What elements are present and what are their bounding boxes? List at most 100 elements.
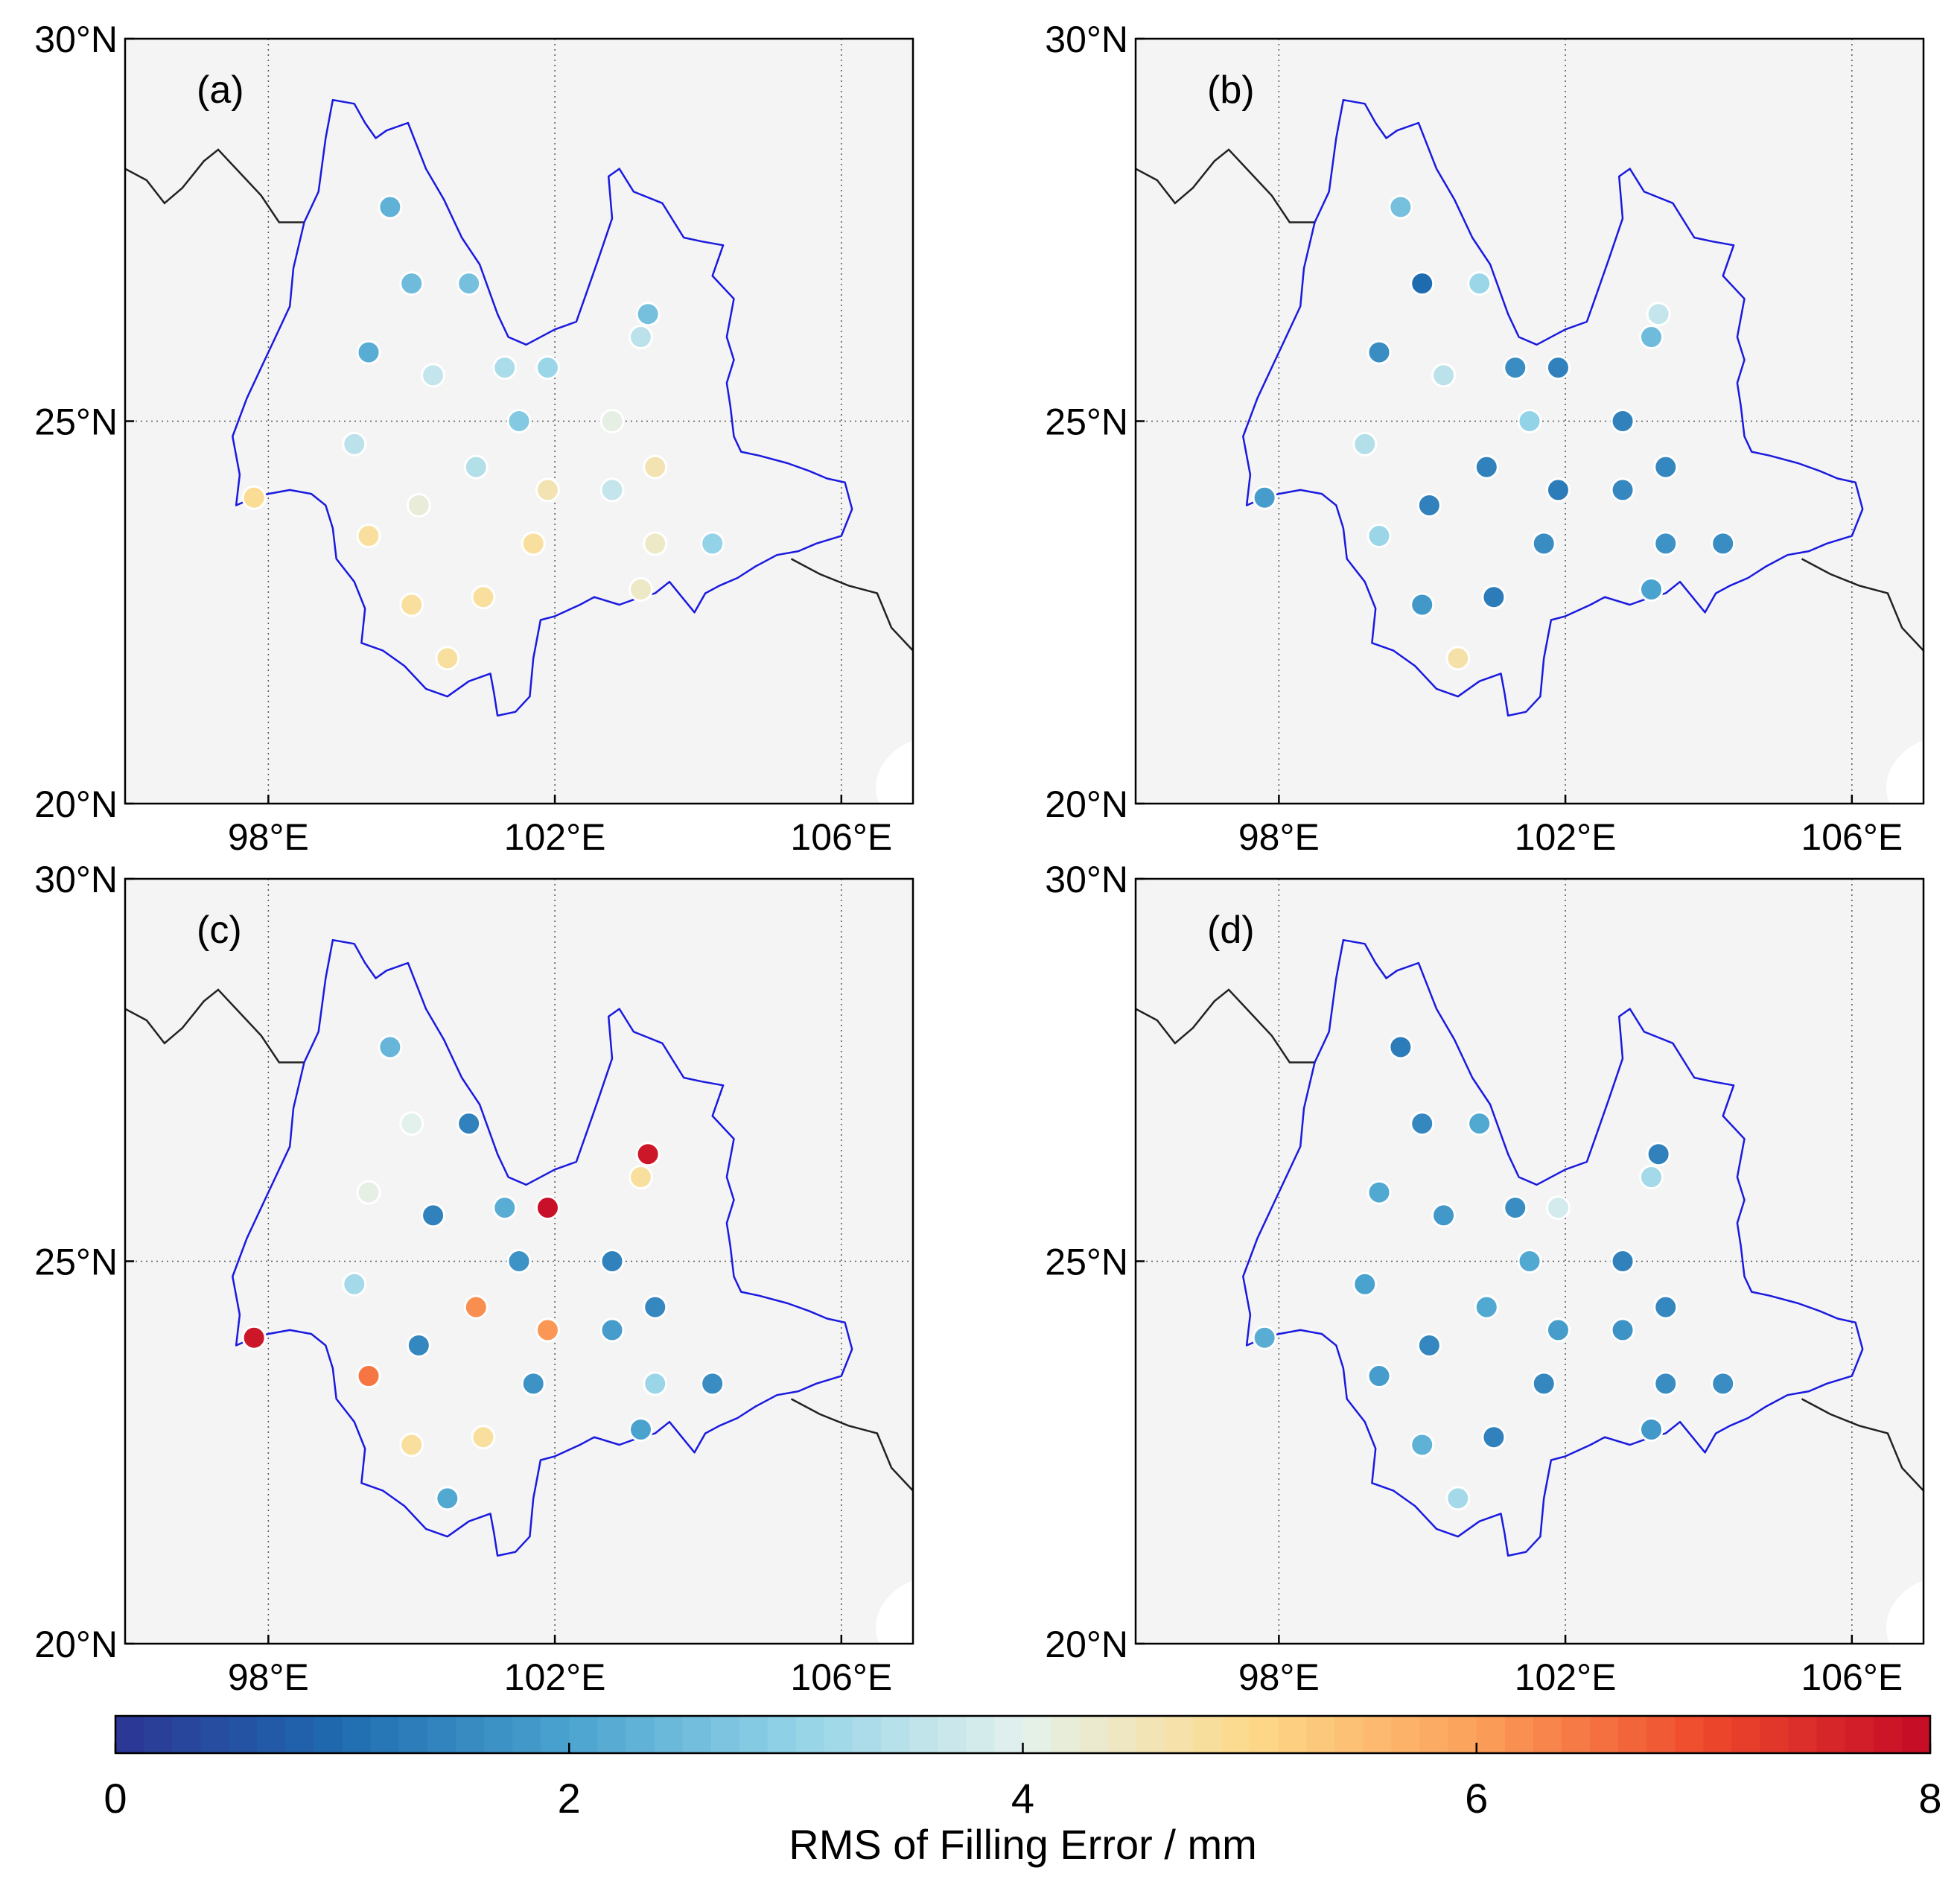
colorbar-segment	[1504, 1716, 1534, 1753]
x-tick-label: 106°E	[790, 1656, 892, 1698]
station-marker	[356, 340, 381, 365]
station-marker	[1416, 492, 1442, 518]
station-marker	[435, 646, 460, 671]
station-marker	[1388, 1034, 1413, 1060]
colorbar-segment	[314, 1716, 343, 1753]
station-marker	[1388, 194, 1413, 220]
colorbar-segment	[966, 1716, 996, 1753]
colorbar-segment	[1192, 1716, 1222, 1753]
x-tick-label: 98°E	[228, 1656, 309, 1698]
station-marker	[1639, 1417, 1664, 1442]
colorbar-segment	[1788, 1716, 1818, 1753]
station-marker	[492, 355, 518, 381]
station-marker	[1653, 531, 1679, 556]
panel-label: (c)	[197, 909, 242, 952]
station-marker	[599, 477, 625, 503]
country-border	[1136, 988, 1315, 1064]
station-marker	[1352, 1271, 1378, 1297]
colorbar-segment	[1845, 1716, 1874, 1753]
map-panels: 98°E 102°E 106°E 20°N 25°N 30°N (a) 98°E 102°E 10…	[34, 19, 1925, 1698]
colorbar-segment	[1334, 1716, 1364, 1753]
station-marker	[629, 1165, 654, 1190]
colorbar-segment	[710, 1716, 740, 1753]
country-border	[790, 558, 913, 652]
colorbar-segment	[1703, 1716, 1733, 1753]
x-tick-label: 98°E	[1238, 1656, 1320, 1698]
station-marker	[1467, 1111, 1492, 1136]
panel-label: (a)	[197, 69, 244, 112]
colorbar-segment	[1136, 1716, 1165, 1753]
colorbar: 0 2 4 6 8 RMS of Filling Error / mm	[104, 1714, 1942, 1868]
station-marker	[356, 1180, 381, 1205]
country-border	[1801, 1398, 1924, 1492]
colorbar-segment	[370, 1716, 400, 1753]
y-tick-label: 30°N	[34, 19, 118, 60]
station-marker	[399, 271, 424, 296]
station-marker	[1481, 1425, 1506, 1450]
station-marker	[1545, 355, 1571, 381]
colorbar-tick-label: 2	[558, 1775, 581, 1822]
y-tick-label: 20°N	[34, 1624, 118, 1665]
colorbar-tick-label: 8	[1918, 1775, 1941, 1822]
panel-label: (b)	[1207, 69, 1255, 112]
colorbar-segment	[1816, 1716, 1846, 1753]
station-marker	[456, 271, 482, 296]
station-marker	[435, 1486, 460, 1511]
x-tick-label: 102°E	[504, 1656, 606, 1698]
y-tick-label: 25°N	[1045, 401, 1128, 443]
colorbar-segment	[569, 1716, 598, 1753]
colorbar-segment	[1391, 1716, 1421, 1753]
colorbar-segment	[1278, 1716, 1307, 1753]
colorbar-segment	[626, 1716, 655, 1753]
station-marker	[1252, 485, 1277, 510]
station-marker	[1517, 1249, 1542, 1274]
station-marker	[1711, 531, 1736, 556]
province-boundary	[1242, 98, 1864, 717]
station-marker	[1431, 363, 1457, 388]
station-marker	[342, 431, 367, 457]
x-tick-label: 98°E	[1238, 816, 1320, 858]
station-marker	[629, 325, 654, 350]
colorbar-segment	[994, 1716, 1024, 1753]
colorbar-segment	[257, 1716, 287, 1753]
station-marker	[535, 1195, 560, 1221]
colorbar-segment	[881, 1716, 910, 1753]
station-marker	[241, 485, 267, 510]
station-marker	[1545, 1195, 1571, 1221]
y-tick-label: 30°N	[1045, 19, 1128, 60]
country-border	[1136, 148, 1315, 223]
station-marker	[1467, 271, 1492, 296]
station-marker	[599, 1249, 625, 1274]
colorbar-segment	[1164, 1716, 1194, 1753]
colorbar-segment	[285, 1716, 315, 1753]
map-panel-2: 98°E 102°E 106°E 20°N 25°N 30°N (c)	[34, 859, 914, 1698]
station-marker	[1416, 1332, 1442, 1358]
colorbar-segment	[1873, 1716, 1903, 1753]
colorbar-tick-label: 4	[1011, 1775, 1034, 1822]
station-marker	[421, 363, 446, 388]
station-marker	[356, 1364, 381, 1389]
map-panel-0: 98°E 102°E 106°E 20°N 25°N 30°N (a)	[34, 19, 914, 858]
y-tick-label: 25°N	[34, 401, 118, 443]
colorbar-segment	[512, 1716, 541, 1753]
y-tick-label: 20°N	[1045, 783, 1128, 825]
x-tick-label: 102°E	[504, 816, 606, 858]
ocean-area	[876, 1580, 913, 1644]
station-marker	[535, 477, 560, 503]
colorbar-segment	[1760, 1716, 1789, 1753]
station-marker	[471, 585, 496, 610]
colorbar-segment	[1731, 1716, 1761, 1753]
station-marker	[1503, 355, 1528, 381]
ocean-area	[876, 740, 913, 804]
country-border	[125, 988, 305, 1064]
panel-label: (d)	[1207, 909, 1255, 952]
station-marker	[1531, 1371, 1556, 1396]
station-marker	[1545, 1317, 1571, 1343]
station-marker	[399, 592, 424, 617]
country-border	[790, 1398, 913, 1492]
colorbar-segment	[229, 1716, 258, 1753]
station-marker	[1445, 646, 1471, 671]
station-marker	[1653, 1371, 1679, 1396]
colorbar-segment	[824, 1716, 853, 1753]
station-marker	[1481, 585, 1506, 610]
